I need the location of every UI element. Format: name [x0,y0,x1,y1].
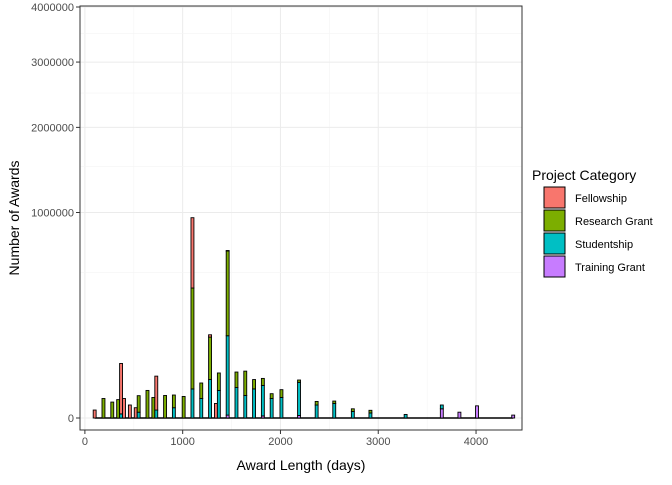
y-axis-ticks: 0 1000000 2000000 3000000 4000000 [31,2,80,425]
legend-swatch [543,255,566,278]
x-axis-ticks: 0 1000 2000 3000 4000 [82,430,488,448]
legend-swatch [543,186,566,209]
bar-studentship [439,404,444,410]
bar-research-grant [145,389,150,419]
bar-studentship [269,398,274,419]
grid-lines [80,6,522,430]
bar-fellowship [190,217,195,289]
bar-studentship [154,409,159,419]
legend-label: Training Grant [575,262,645,274]
bar-research-grant [350,408,355,412]
x-tick-label: 4000 [464,436,488,448]
bar-studentship [136,411,141,419]
bar-research-grant [260,377,265,386]
bar-studentship [297,381,301,416]
y-tick-label: 4000000 [31,2,74,14]
bar-research-grant [314,400,319,406]
bar-studentship [314,404,319,419]
bar-fellowship [122,398,126,419]
bar-research-grant [171,394,176,409]
bar-studentship [368,412,373,419]
bar-studentship [234,387,239,419]
bar-studentship [243,395,248,419]
legend-label: Research Grant [575,216,653,228]
bar-fellowship [154,375,159,411]
bar-research-grant [163,395,167,419]
bar-studentship [252,388,256,419]
legend: Project Category Fellowship Research Gran… [532,167,653,278]
bar-research-grant [190,287,195,390]
bar-studentship [403,413,408,419]
bar-research-grant [225,250,230,337]
legend-label: Fellowship [575,193,627,205]
bar-research-grant [216,372,221,391]
legend-entries: Fellowship Research Grant Studentship Train… [543,186,653,278]
legend-label: Studentship [575,239,633,251]
x-tick-label: 3000 [366,436,390,448]
bar-research-grant [101,398,106,419]
bar-studentship [332,403,337,419]
panel-background [80,6,522,430]
y-tick-label: 2000000 [31,122,74,134]
y-tick-label: 0 [68,413,74,425]
y-axis-title: Number of Awards [6,161,22,276]
bar-studentship [350,411,355,419]
bar-research-grant [110,401,115,419]
bar-training-grant [475,405,479,419]
bar-studentship [171,407,176,419]
bar-research-grant [243,370,248,396]
x-tick-label: 2000 [268,436,292,448]
bar-training-grant [439,408,444,419]
bar-research-grant [297,379,301,383]
panel-border [79,5,523,431]
bar-training-grant [457,411,462,419]
bar-research-grant [269,393,274,399]
bar-research-grant [332,400,337,404]
y-tick-label: 3000000 [31,57,74,69]
bar-research-grant [199,382,204,399]
bar-fellowship [92,409,97,419]
bar-research-grant [234,371,239,388]
bar-research-grant [279,389,284,398]
legend-swatch [543,232,566,255]
bar-fellowship [208,334,212,338]
x-tick-label: 1000 [170,436,194,448]
bar-research-grant [181,395,186,419]
bar-studentship [260,384,265,417]
x-tick-label: 0 [82,436,88,448]
bar-research-grant [368,409,373,414]
bar-research-grant [252,379,256,390]
x-axis-title: Award Length (days) [237,457,366,473]
bar-studentship [279,397,284,419]
bar-fellowship [119,363,123,415]
bar-studentship [190,388,195,419]
bar-studentship [225,335,230,416]
legend-swatch [543,209,566,232]
bar-fellowship [127,404,132,419]
bar-layer [92,217,516,419]
bar-fellowship [225,250,230,252]
bar-studentship [208,379,212,419]
bar-training-grant [511,414,516,419]
bar-research-grant [136,395,141,413]
bar-research-grant [208,336,212,381]
bar-studentship [216,389,221,419]
legend-title: Project Category [532,167,636,183]
bar-studentship [199,398,204,419]
y-tick-label: 1000000 [31,208,74,220]
